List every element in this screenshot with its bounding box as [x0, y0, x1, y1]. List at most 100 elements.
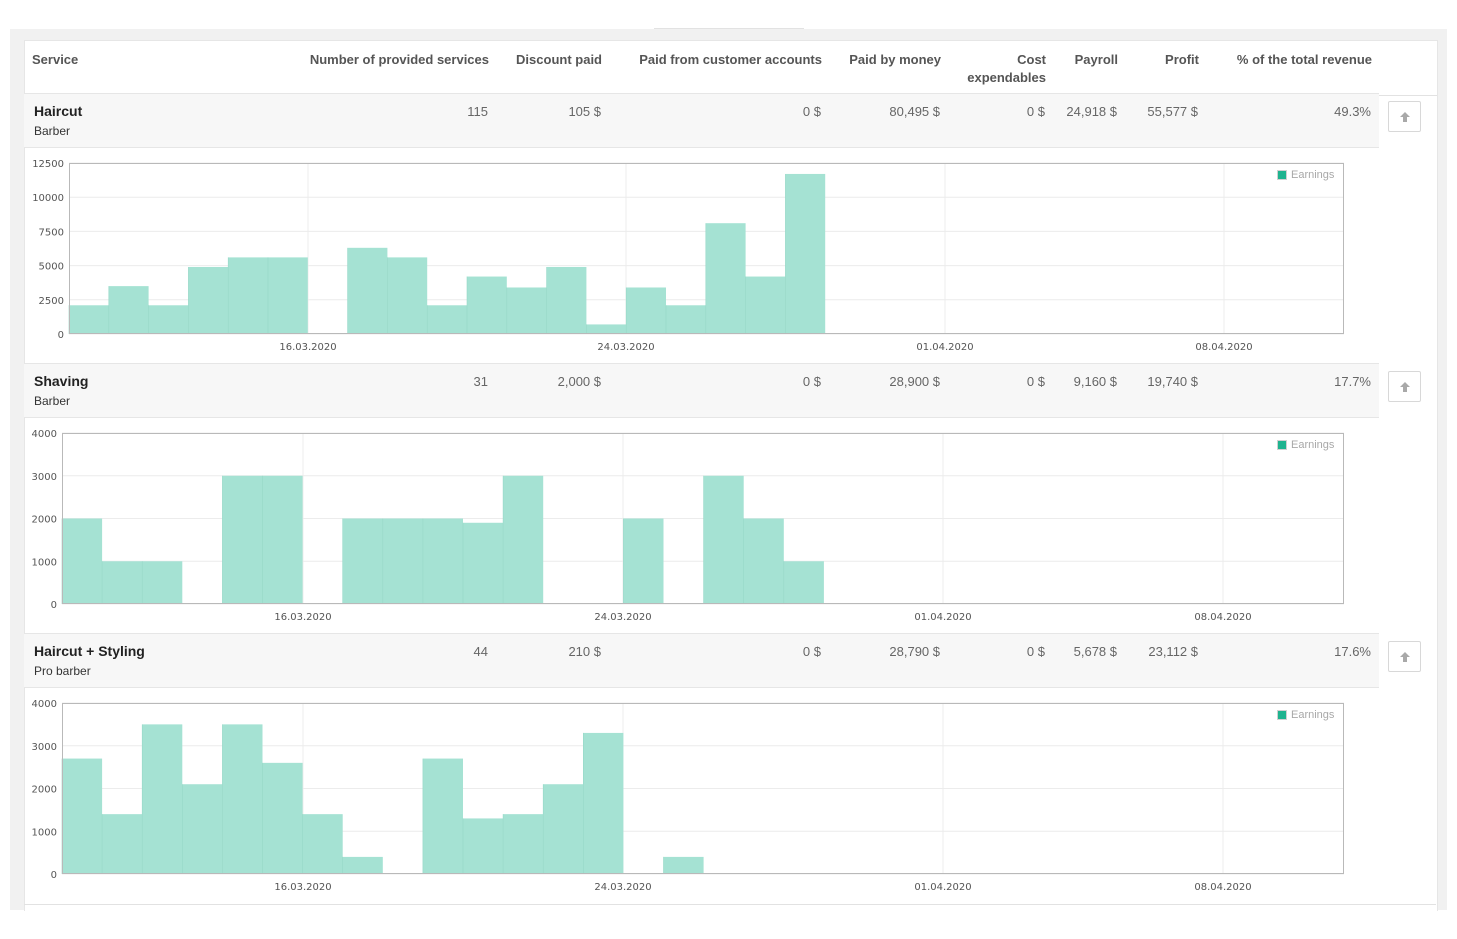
- y-tick-label: 5000: [39, 262, 64, 273]
- x-tick-label: 16.03.2020: [279, 342, 336, 353]
- earnings-bar[interactable]: [745, 276, 786, 334]
- earnings-bar[interactable]: [387, 257, 428, 334]
- col-cost-line2: expendables: [967, 70, 1046, 85]
- earnings-bar[interactable]: [142, 561, 183, 604]
- service-customer-accounts: 0 $: [802, 104, 821, 119]
- earnings-bar[interactable]: [463, 522, 504, 604]
- service-count: 44: [473, 644, 488, 659]
- earnings-bar[interactable]: [663, 856, 704, 874]
- collapse-chart-button[interactable]: [1388, 101, 1421, 132]
- earnings-bar[interactable]: [262, 762, 303, 874]
- earnings-bar[interactable]: [62, 758, 103, 874]
- earnings-bar[interactable]: [626, 287, 666, 334]
- earnings-bar[interactable]: [703, 475, 744, 604]
- legend-label: Earnings: [1291, 439, 1335, 451]
- y-tick-label: 2500: [39, 296, 64, 307]
- earnings-bar[interactable]: [342, 856, 383, 874]
- col-discount[interactable]: Discount paid: [516, 52, 602, 67]
- arrow-up-icon: [1399, 381, 1410, 392]
- earnings-bar[interactable]: [427, 305, 467, 334]
- x-tick-label: 08.04.2020: [1194, 882, 1251, 893]
- earnings-bar[interactable]: [785, 173, 826, 334]
- earnings-bar[interactable]: [543, 784, 584, 874]
- x-tick-label: 24.03.2020: [594, 882, 651, 893]
- x-tick-label: 16.03.2020: [274, 882, 331, 893]
- x-tick-label: 08.04.2020: [1195, 342, 1252, 353]
- earnings-bar[interactable]: [222, 475, 263, 604]
- earnings-bar[interactable]: [268, 257, 308, 334]
- plot-border: [62, 703, 1344, 874]
- earnings-bar[interactable]: [222, 724, 263, 874]
- col-cost[interactable]: Cost expendables: [945, 51, 1046, 87]
- earnings-bar[interactable]: [188, 266, 229, 334]
- earnings-bar[interactable]: [783, 561, 824, 604]
- col-service[interactable]: Service: [32, 52, 79, 67]
- earnings-bar[interactable]: [503, 475, 544, 604]
- service-customer-accounts: 0 $: [802, 374, 821, 389]
- earnings-bar[interactable]: [182, 784, 223, 874]
- earnings-bar[interactable]: [102, 561, 143, 604]
- earnings-chart: 0 1000 2000 3000 4000 16.03.2020 24.03.2020 01.…: [24, 687, 1379, 903]
- earnings-bar[interactable]: [69, 305, 109, 334]
- table-bottom-border: [24, 904, 1436, 905]
- chart-legend[interactable]: Earnings: [1277, 439, 1334, 451]
- earnings-bar[interactable]: [743, 518, 784, 605]
- col-payroll[interactable]: Payroll: [1074, 52, 1118, 67]
- collapse-chart-button[interactable]: [1388, 641, 1421, 672]
- chart-legend[interactable]: Earnings: [1277, 169, 1334, 181]
- earnings-bar[interactable]: [422, 518, 463, 605]
- service-row[interactable]: Shaving Barber 31 2,000 $ 0 $ 28,900 $ 0 $ 9,16…: [24, 363, 1379, 418]
- x-tick-label: 01.04.2020: [914, 612, 971, 623]
- earnings-bar[interactable]: [705, 223, 746, 334]
- legend-swatch: [1277, 170, 1287, 180]
- y-tick-label: 2000: [32, 515, 57, 526]
- earnings-bar[interactable]: [623, 518, 664, 605]
- x-tick-label: 01.04.2020: [916, 342, 973, 353]
- x-tick-label: 24.03.2020: [594, 612, 651, 623]
- service-cost: 0 $: [1026, 374, 1045, 389]
- service-share: 49.3%: [1334, 104, 1371, 119]
- earnings-chart: 0 1000 2000 3000 4000 16.03.2020 24.03.2020 01.…: [24, 417, 1379, 633]
- col-money[interactable]: Paid by money: [849, 52, 941, 67]
- chart-legend[interactable]: Earnings: [1277, 709, 1334, 721]
- earnings-bar[interactable]: [467, 276, 507, 334]
- service-row[interactable]: Haircut + Styling Pro barber 44 210 $ 0 $ 28,…: [24, 633, 1379, 688]
- service-profit: 55,577 $: [1147, 104, 1198, 119]
- earnings-bar[interactable]: [302, 814, 343, 874]
- earnings-bar[interactable]: [546, 266, 587, 334]
- earnings-bar[interactable]: [503, 814, 544, 874]
- service-payroll: 9,160 $: [1073, 374, 1117, 389]
- service-row[interactable]: Haircut Barber 115 105 $ 0 $ 80,495 $ 0 $ 24,91…: [24, 93, 1379, 148]
- earnings-bar[interactable]: [583, 732, 624, 874]
- service-customer-accounts: 0 $: [802, 644, 821, 659]
- legend-swatch: [1277, 710, 1287, 720]
- collapse-chart-button[interactable]: [1388, 371, 1421, 402]
- earnings-bar[interactable]: [347, 247, 388, 334]
- earnings-bar[interactable]: [463, 818, 504, 874]
- service-payroll: 5,678 $: [1073, 644, 1117, 659]
- col-count[interactable]: Number of provided services: [309, 52, 489, 67]
- service-profit: 19,740 $: [1147, 374, 1198, 389]
- earnings-bar[interactable]: [228, 257, 268, 334]
- earnings-bar[interactable]: [102, 814, 143, 874]
- earnings-bar[interactable]: [108, 286, 149, 334]
- earnings-bar[interactable]: [62, 518, 103, 605]
- earnings-bar[interactable]: [666, 305, 706, 334]
- earnings-bar[interactable]: [506, 287, 547, 334]
- arrow-up-icon: [1399, 111, 1410, 122]
- earnings-bar[interactable]: [422, 758, 463, 874]
- x-tick-label: 24.03.2020: [597, 342, 654, 353]
- col-profit[interactable]: Profit: [1165, 52, 1199, 67]
- earnings-bar[interactable]: [586, 324, 627, 334]
- earnings-bar[interactable]: [382, 518, 423, 605]
- col-customer-accounts[interactable]: Paid from customer accounts: [639, 52, 822, 67]
- x-tick-label: 01.04.2020: [914, 882, 971, 893]
- earnings-bar[interactable]: [148, 305, 189, 334]
- earnings-bar[interactable]: [142, 724, 183, 874]
- arrow-up-icon: [1399, 651, 1410, 662]
- earnings-bar[interactable]: [342, 518, 383, 605]
- col-share[interactable]: % of the total revenue: [1236, 52, 1372, 67]
- earnings-bar[interactable]: [262, 475, 303, 604]
- y-tick-label: 4000: [32, 699, 57, 710]
- y-tick-label: 1000: [32, 827, 57, 838]
